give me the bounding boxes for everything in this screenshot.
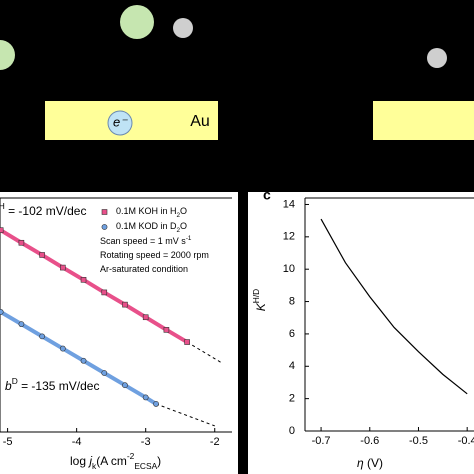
molecule bbox=[427, 48, 447, 68]
marker bbox=[59, 345, 66, 352]
molecule bbox=[0, 40, 15, 70]
legend-marker bbox=[101, 224, 108, 230]
annotation-part: = -102 mV/dec bbox=[5, 204, 87, 218]
condition-text-part: Scan speed = 1 mV s bbox=[100, 236, 186, 246]
y-tick-label: 8 bbox=[289, 295, 295, 307]
condition-text-part: -1 bbox=[186, 235, 192, 242]
y-tick-label: 6 bbox=[289, 328, 295, 340]
condition-text-part: Rotating speed = 2000 rpm bbox=[100, 250, 209, 260]
marker bbox=[0, 227, 4, 233]
annotation-part: = -135 mV/dec bbox=[18, 379, 100, 393]
legend-label-part: 2 bbox=[177, 212, 181, 219]
electrode-label: Au bbox=[190, 113, 210, 130]
legend-label: 0.1M KOH in H2O bbox=[116, 206, 187, 219]
molecule bbox=[120, 5, 154, 39]
marker bbox=[80, 276, 87, 283]
marker bbox=[101, 289, 108, 296]
y-tick-label: 4 bbox=[289, 360, 295, 372]
condition-text: Scan speed = 1 mV s-1 bbox=[100, 235, 192, 246]
legend-label-part: O bbox=[180, 206, 187, 216]
x-tick-label: -2 bbox=[210, 436, 220, 448]
fit-line bbox=[155, 403, 215, 427]
marker bbox=[0, 309, 4, 315]
marker bbox=[39, 333, 46, 340]
x-tick-label: -5 bbox=[3, 436, 13, 448]
condition-text: Ar-saturated condition bbox=[100, 264, 188, 274]
legend-label-part: 0.1M KOH in H bbox=[116, 206, 177, 216]
annotation-part: D bbox=[12, 376, 18, 386]
x-axis-label-part: ) bbox=[157, 454, 161, 468]
x-axis-label-part: -2 bbox=[127, 451, 135, 461]
annotation-part: H bbox=[0, 201, 5, 211]
marker bbox=[122, 382, 128, 389]
legend-label-part: O bbox=[180, 221, 187, 231]
series-line bbox=[320, 218, 468, 395]
panel-label: c bbox=[263, 187, 271, 203]
marker bbox=[142, 314, 149, 321]
electrode bbox=[373, 101, 474, 140]
x-axis-label-part: (A cm bbox=[96, 454, 127, 468]
x-tick-label: -4 bbox=[72, 436, 82, 448]
x-tick-label: -3 bbox=[141, 436, 151, 448]
condition-text-part: Ar-saturated condition bbox=[100, 264, 188, 274]
annotation: bD = -135 mV/dec bbox=[5, 376, 99, 393]
marker bbox=[18, 239, 25, 246]
marker bbox=[18, 321, 25, 328]
y-axis-label-part: H/D bbox=[251, 289, 261, 303]
legend-label-part: 2 bbox=[177, 227, 181, 234]
electron bbox=[107, 110, 133, 136]
x-axis-label-part: (V) bbox=[364, 456, 383, 470]
x-axis-label-part: j bbox=[87, 454, 92, 468]
marker bbox=[39, 252, 45, 258]
legend-marker bbox=[101, 209, 108, 215]
y-axis-label-part: K bbox=[254, 302, 268, 311]
x-axis-label-part: log bbox=[70, 454, 89, 468]
x-axis-label-part: k bbox=[92, 461, 97, 471]
x-axis-label: η (V) bbox=[357, 456, 383, 470]
x-axis-label: log jk(A cm-2ECSA) bbox=[70, 451, 161, 471]
y-tick-label: 0 bbox=[289, 425, 295, 437]
x-axis-label-part: ECSA bbox=[134, 461, 157, 471]
marker bbox=[60, 264, 66, 271]
y-tick-label: 2 bbox=[289, 393, 295, 405]
y-tick-label: 12 bbox=[283, 231, 295, 243]
legend-label: 0.1M KOD in D2O bbox=[116, 221, 187, 234]
marker bbox=[142, 394, 149, 401]
marker bbox=[122, 301, 128, 308]
y-tick-label: 10 bbox=[283, 263, 295, 275]
marker bbox=[184, 339, 190, 345]
electron-label: e⁻ bbox=[113, 114, 128, 129]
y-axis-label: KH/D bbox=[251, 289, 268, 311]
x-axis-label-part: η bbox=[357, 456, 364, 470]
y-tick-label: 14 bbox=[283, 198, 295, 210]
fit-line bbox=[186, 341, 222, 364]
annotation-part: b bbox=[5, 379, 12, 393]
marker bbox=[163, 327, 170, 333]
series-line bbox=[0, 228, 189, 344]
x-tick-label: -0.6 bbox=[360, 435, 379, 447]
annotation: bH = -102 mV/dec bbox=[0, 201, 86, 218]
condition-text: Rotating speed = 2000 rpm bbox=[100, 250, 209, 260]
legend-label-part: 0.1M KOD in D bbox=[116, 221, 177, 231]
marker bbox=[80, 357, 87, 364]
marker bbox=[153, 401, 159, 407]
marker bbox=[101, 370, 108, 376]
x-tick-label: -0.4 bbox=[458, 435, 474, 447]
x-tick-label: -0.7 bbox=[312, 435, 331, 447]
panel-c bbox=[248, 192, 474, 474]
x-tick-label: -0.5 bbox=[409, 435, 428, 447]
molecule bbox=[173, 18, 193, 38]
